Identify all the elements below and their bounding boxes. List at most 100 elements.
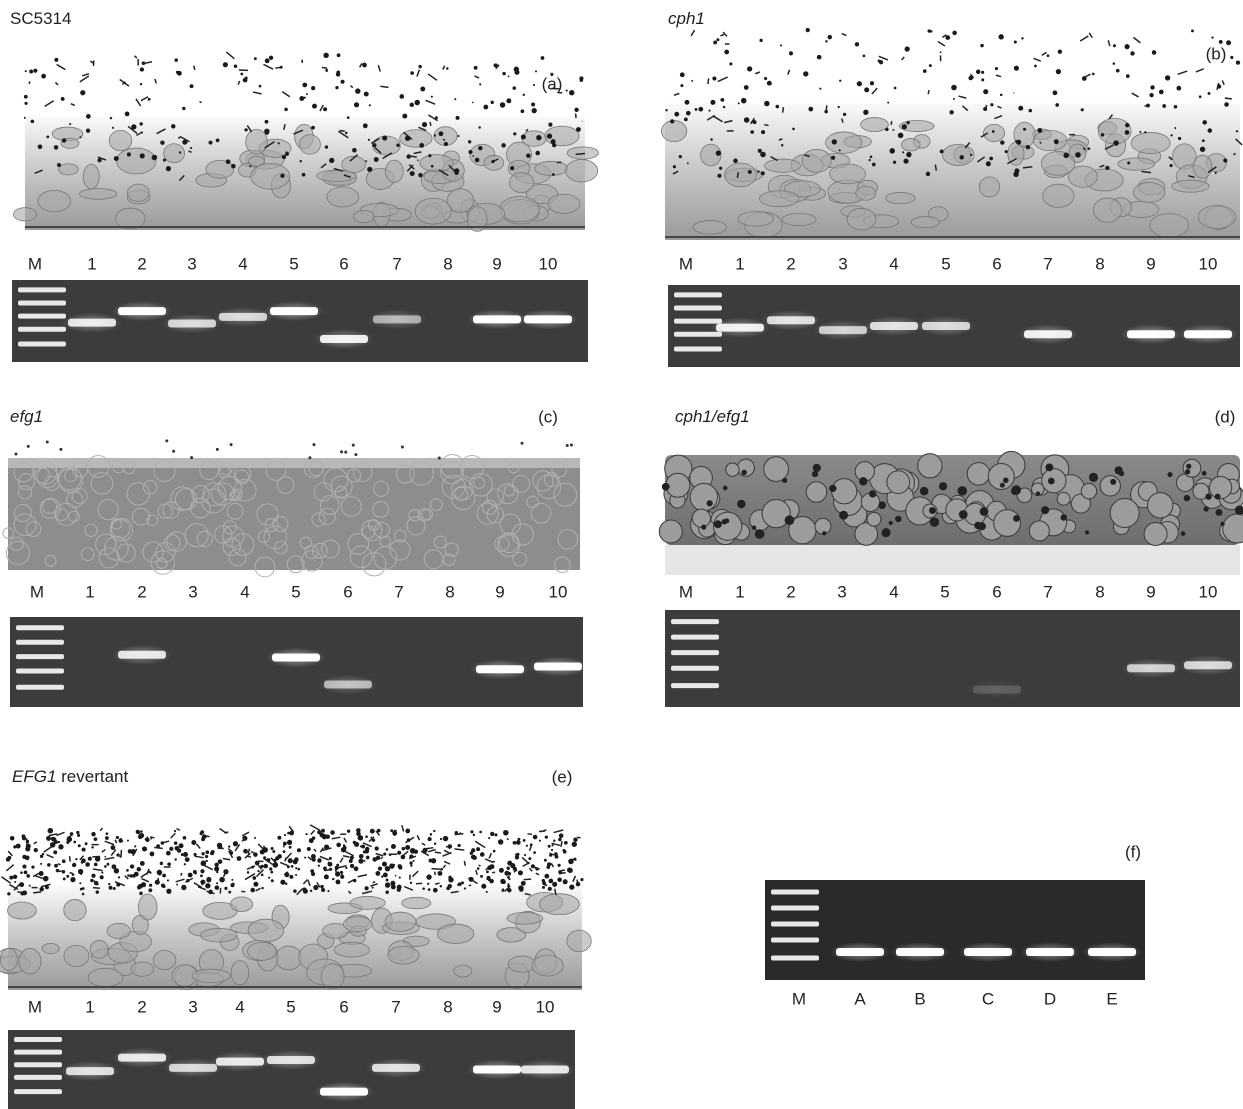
band bbox=[836, 948, 884, 956]
yeast bbox=[335, 867, 338, 870]
yeast bbox=[354, 842, 359, 847]
lane-label: D bbox=[1044, 989, 1056, 1008]
hypha bbox=[135, 56, 137, 58]
hypha bbox=[1089, 33, 1092, 38]
yeast bbox=[1152, 50, 1157, 55]
hypha bbox=[430, 122, 431, 126]
cell bbox=[343, 917, 372, 932]
marker-band bbox=[18, 341, 66, 346]
cell bbox=[246, 129, 268, 154]
dot bbox=[521, 442, 524, 445]
yeast bbox=[139, 892, 143, 896]
yeast bbox=[228, 891, 231, 894]
hypha bbox=[443, 66, 445, 70]
band bbox=[267, 1056, 315, 1064]
band bbox=[1184, 661, 1232, 669]
hypha bbox=[195, 856, 204, 858]
yeast bbox=[63, 877, 66, 880]
marker-band bbox=[771, 922, 819, 927]
yeast bbox=[968, 76, 972, 80]
cell bbox=[1144, 523, 1167, 546]
cell bbox=[1183, 459, 1201, 477]
dot bbox=[344, 451, 347, 454]
yeast bbox=[311, 126, 315, 130]
yeast bbox=[761, 171, 765, 175]
lane-label: A bbox=[854, 989, 866, 1008]
yeast bbox=[563, 879, 568, 884]
yeast bbox=[336, 72, 341, 77]
yeast bbox=[940, 149, 944, 153]
cell bbox=[138, 894, 157, 920]
yeast bbox=[903, 159, 908, 164]
yeast bbox=[140, 83, 142, 85]
nucleus bbox=[1186, 464, 1191, 469]
yeast bbox=[54, 145, 59, 150]
yeast bbox=[159, 873, 161, 875]
yeast bbox=[521, 881, 526, 886]
cell bbox=[1150, 214, 1189, 237]
yeast bbox=[293, 889, 296, 892]
yeast bbox=[25, 70, 27, 72]
yeast bbox=[532, 108, 537, 113]
yeast bbox=[252, 876, 256, 880]
nucleus bbox=[1216, 509, 1223, 516]
yeast bbox=[433, 888, 438, 893]
yeast bbox=[268, 877, 270, 879]
yeast bbox=[26, 874, 30, 878]
yeast bbox=[287, 840, 292, 845]
hypha bbox=[1222, 80, 1224, 85]
yeast bbox=[397, 885, 402, 890]
yeast bbox=[174, 841, 178, 845]
band bbox=[373, 315, 421, 323]
yeast bbox=[79, 136, 81, 138]
yeast bbox=[386, 848, 389, 851]
yeast bbox=[486, 891, 488, 893]
yeast bbox=[82, 887, 85, 890]
yeast bbox=[698, 107, 703, 112]
hypha bbox=[464, 861, 465, 866]
hypha bbox=[220, 829, 227, 834]
yeast bbox=[7, 892, 10, 895]
cell bbox=[1147, 493, 1172, 518]
yeast bbox=[1125, 123, 1129, 127]
yeast bbox=[320, 885, 323, 888]
yeast bbox=[88, 857, 92, 861]
hypha bbox=[154, 847, 162, 848]
hypha bbox=[473, 156, 474, 157]
yeast bbox=[757, 170, 759, 172]
yeast bbox=[885, 128, 888, 131]
yeast bbox=[378, 866, 382, 870]
yeast bbox=[1200, 147, 1205, 152]
yeast bbox=[265, 120, 269, 124]
yeast bbox=[418, 65, 421, 68]
hypha bbox=[1042, 52, 1047, 55]
yeast bbox=[142, 61, 146, 65]
nucleus bbox=[755, 529, 765, 539]
panel-letter: (b) bbox=[1206, 44, 1227, 63]
yeast bbox=[116, 853, 119, 856]
yeast bbox=[41, 74, 46, 79]
lane-label: 2 bbox=[137, 254, 146, 273]
yeast bbox=[163, 158, 166, 161]
yeast bbox=[479, 831, 482, 834]
nucleus bbox=[741, 470, 746, 475]
yeast bbox=[254, 57, 257, 60]
yeast bbox=[1236, 130, 1238, 132]
yeast bbox=[265, 58, 270, 63]
hypha bbox=[576, 153, 585, 154]
yeast bbox=[391, 844, 396, 849]
band bbox=[896, 948, 944, 956]
yeast bbox=[458, 844, 461, 847]
yeast bbox=[557, 878, 562, 883]
cell bbox=[886, 192, 915, 203]
yeast bbox=[148, 888, 152, 892]
hypha bbox=[522, 857, 529, 863]
yeast bbox=[552, 882, 557, 887]
lane-label: M bbox=[792, 989, 806, 1008]
yeast bbox=[902, 124, 907, 129]
nucleus bbox=[1048, 478, 1055, 485]
hypha bbox=[1178, 71, 1188, 74]
hypha bbox=[56, 832, 64, 835]
yeast bbox=[1199, 95, 1202, 98]
yeast bbox=[576, 127, 581, 132]
